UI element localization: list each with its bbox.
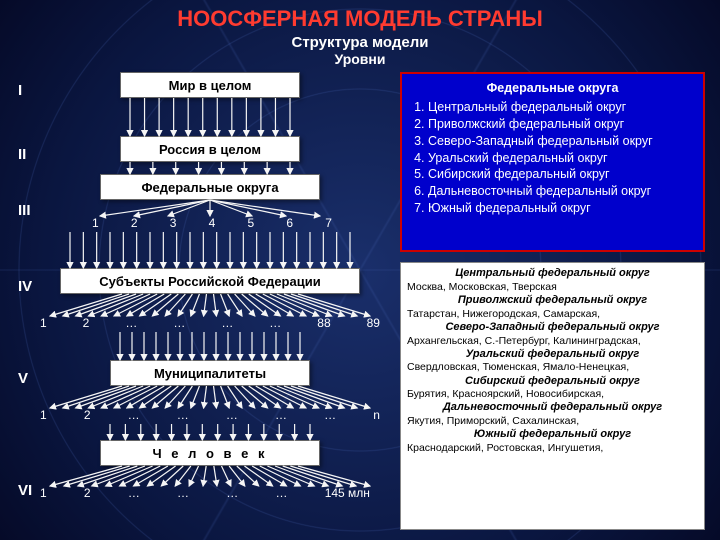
detail-heading: Центральный федеральный округ: [407, 267, 698, 281]
roman-III: III: [18, 202, 31, 219]
number-label: 1: [40, 486, 47, 500]
number-label: 145 млн: [325, 486, 370, 500]
federal-district-item: Южный федеральный округ: [428, 200, 695, 217]
level-box-4: Субъекты Российской Федерации: [60, 268, 360, 294]
detail-heading: Северо-Западный федеральный округ: [407, 321, 698, 335]
federal-districts-list: Центральный федеральный округПриволжский…: [428, 99, 695, 217]
number-label: 1: [40, 316, 47, 330]
detail-heading: Сибирский федеральный округ: [407, 375, 698, 389]
number-label: 2: [84, 408, 91, 422]
number-label: n: [373, 408, 380, 422]
federal-districts-heading: Федеральные округа: [410, 80, 695, 97]
number-label: …: [125, 316, 137, 330]
detail-text: Татарстан, Нижегородская, Самарская,: [407, 308, 698, 321]
number-label: 6: [286, 216, 293, 230]
number-label: …: [275, 408, 287, 422]
level6-numbers: 1 2 … … … … 145 млн: [40, 486, 370, 500]
detail-text: Бурятия, Красноярский, Новосибирская,: [407, 388, 698, 401]
federal-district-item: Центральный федеральный округ: [428, 99, 695, 116]
detail-heading: Приволжский федеральный округ: [407, 294, 698, 308]
districts-detail-box: Центральный федеральный округМосква, Мос…: [400, 262, 705, 530]
detail-heading: Дальневосточный федеральный округ: [407, 401, 698, 415]
number-label: 3: [170, 216, 177, 230]
number-label: 5: [248, 216, 255, 230]
number-label: …: [226, 408, 238, 422]
detail-text: Архангельская, С.-Петербург, Калининград…: [407, 335, 698, 348]
level-box-3: Федеральные округа: [100, 174, 320, 200]
number-label: 2: [83, 316, 90, 330]
roman-I: I: [18, 82, 22, 99]
number-label: 4: [209, 216, 216, 230]
federal-district-item: Уральский федеральный округ: [428, 150, 695, 167]
federal-districts-box: Федеральные округа Центральный федеральн…: [400, 72, 705, 252]
number-label: 2: [131, 216, 138, 230]
number-label: 1: [92, 216, 99, 230]
level4-numbers: 1 2 … … … … 88 89: [40, 316, 380, 330]
roman-VI: VI: [18, 482, 32, 499]
number-label: …: [177, 486, 189, 500]
number-label: …: [128, 408, 140, 422]
detail-text: Якутия, Приморский, Сахалинская,: [407, 415, 698, 428]
number-label: …: [173, 316, 185, 330]
level-box-2: Россия в целом: [120, 136, 300, 162]
level5-numbers: 1 2 … … … … … n: [40, 408, 380, 422]
roman-V: V: [18, 370, 28, 387]
number-label: 88: [317, 316, 330, 330]
roman-II: II: [18, 146, 26, 163]
detail-heading: Уральский федеральный округ: [407, 348, 698, 362]
detail-text: Краснодарский, Ростовская, Ингушетия,: [407, 442, 698, 455]
detail-text: Свердловская, Тюменская, Ямало-Ненецкая,: [407, 361, 698, 374]
number-label: 1: [40, 408, 47, 422]
number-label: …: [177, 408, 189, 422]
number-label: 2: [84, 486, 91, 500]
level-box-5: Муниципалитеты: [110, 360, 310, 386]
roman-IV: IV: [18, 278, 32, 295]
number-label: 89: [367, 316, 380, 330]
level-box-6: Ч е л о в е к: [100, 440, 320, 466]
level-box-1: Мир в целом: [120, 72, 300, 98]
number-label: …: [226, 486, 238, 500]
federal-district-item: Приволжский федеральный округ: [428, 116, 695, 133]
level3-numbers: 1 2 3 4 5 6 7: [92, 216, 332, 230]
diagram-stage: I Мир в целом II Россия в целом III Федеральн…: [0, 0, 720, 540]
number-label: …: [269, 316, 281, 330]
detail-heading: Южный федеральный округ: [407, 428, 698, 442]
number-label: …: [221, 316, 233, 330]
number-label: …: [275, 486, 287, 500]
federal-district-item: Дальневосточный федеральный округ: [428, 183, 695, 200]
federal-district-item: Северо-Западный федеральный округ: [428, 133, 695, 150]
number-label: …: [128, 486, 140, 500]
detail-text: Москва, Московская, Тверская: [407, 281, 698, 294]
number-label: …: [324, 408, 336, 422]
number-label: 7: [325, 216, 332, 230]
federal-district-item: Сибирский федеральный округ: [428, 166, 695, 183]
